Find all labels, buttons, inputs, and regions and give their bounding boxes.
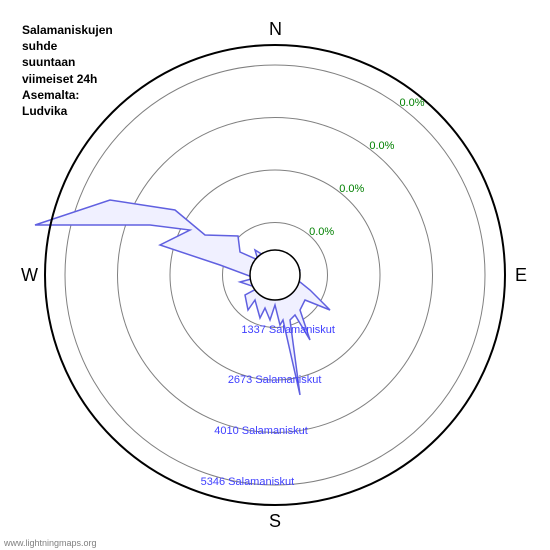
ring-percent-label: 0.0% (369, 140, 394, 152)
ring-strike-label: 1337 Salamaniskut (241, 324, 335, 336)
center-hub (250, 250, 300, 300)
compass-north: N (269, 19, 282, 40)
source-footer: www.lightningmaps.org (4, 538, 97, 548)
ring-strike-label: 2673 Salamaniskut (228, 374, 322, 386)
ring-percent-label: 0.0% (339, 183, 364, 195)
compass-west: W (21, 265, 38, 286)
chart-title: Salamaniskujen suhde suuntaan viimeiset … (22, 22, 113, 119)
compass-east: E (515, 265, 527, 286)
ring-percent-label: 0.0% (399, 97, 424, 109)
ring-percent-label: 0.0% (309, 226, 334, 238)
compass-south: S (269, 511, 281, 532)
ring-strike-label: 5346 Salamaniskut (201, 476, 295, 488)
ring-strike-label: 4010 Salamaniskut (214, 425, 308, 437)
